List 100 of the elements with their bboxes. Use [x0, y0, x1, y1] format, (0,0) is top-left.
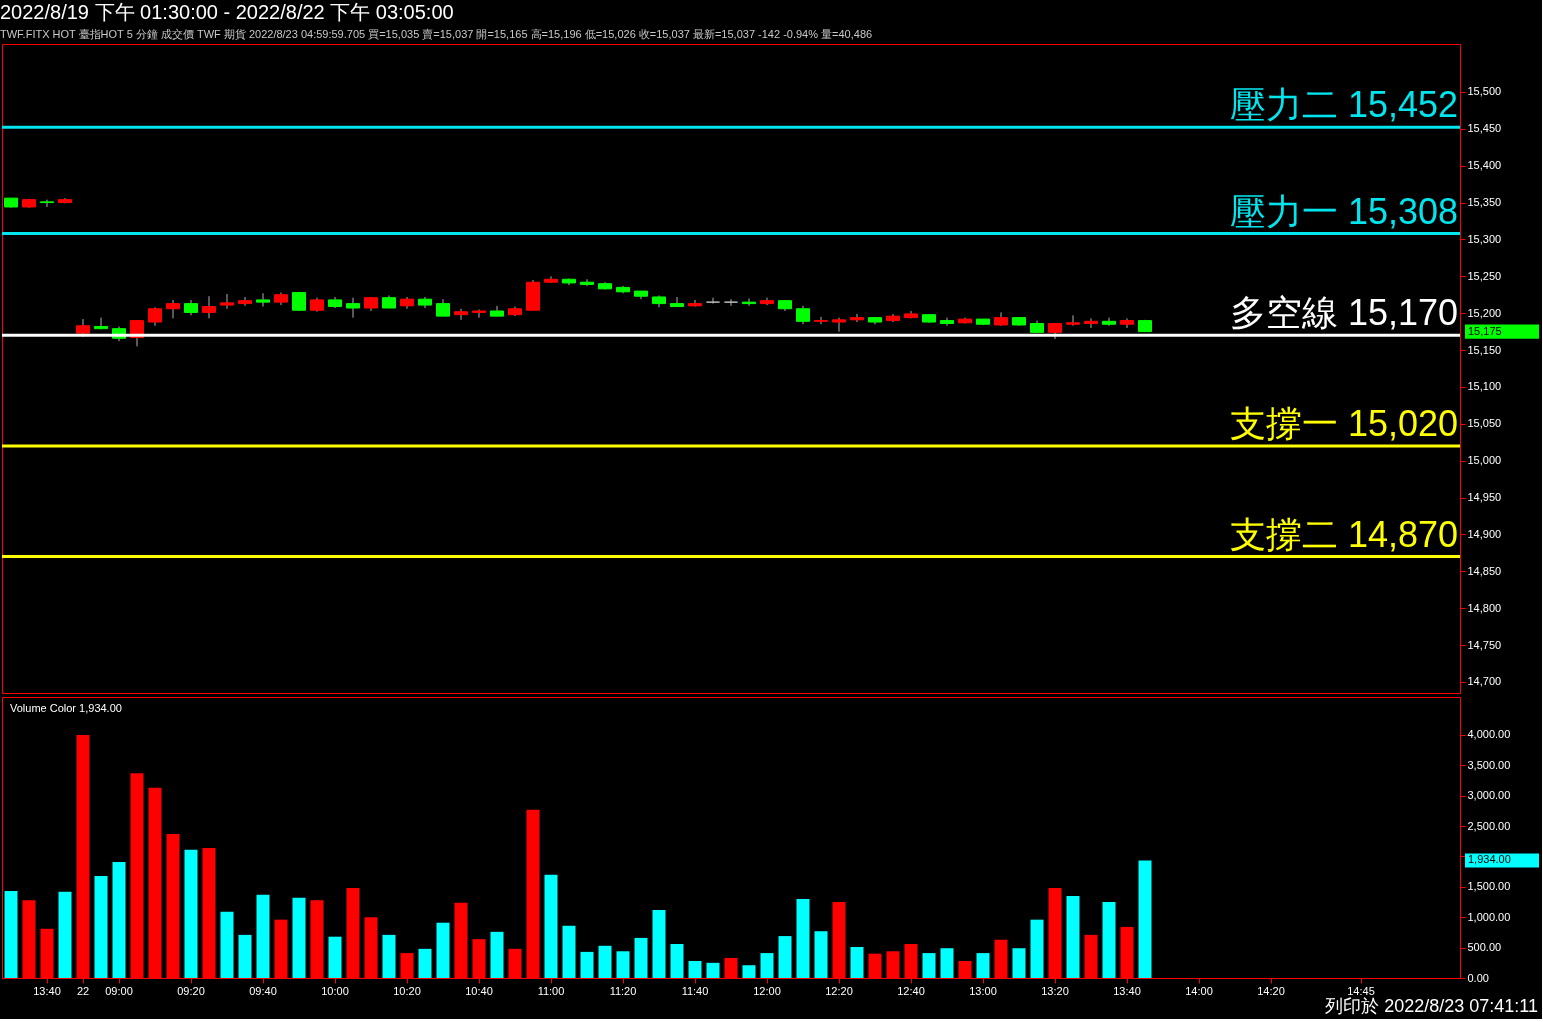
- bar: [598, 945, 612, 978]
- chart-title: 2022/8/19 下午 01:30:00 - 2022/8/22 下午 03:05:00: [0, 0, 454, 23]
- candlestick: [256, 292, 270, 308]
- text: 列印於 2022/8/23 07:41:11: [1325, 996, 1538, 1016]
- candlestick: [850, 313, 864, 323]
- chart-subtitle: TWF.FITX HOT 臺指HOT 5 分鐘 成交價 TWF 期貨 2022/8/23 04:59:59.705 買=15,035 賣=15,037 開=15,165 高=15,196 低=15,026 收=15,037 最新=15,037 -142 -0.94% 量=40,486: [0, 27, 873, 40]
- bar: [4, 891, 18, 978]
- bar: [418, 948, 432, 978]
- y-tick-label: 1,000.00: [1467, 910, 1511, 923]
- x-tick-label: 09:00: [105, 984, 133, 997]
- y-tick-label: 15,400: [1467, 159, 1502, 172]
- x-tick-label: 13:40: [33, 984, 61, 997]
- bar: [1012, 948, 1026, 978]
- candlestick: [832, 317, 846, 333]
- y-tick-label: 15,200: [1467, 306, 1502, 319]
- bar: [328, 936, 342, 978]
- x-tick-label: 12:20: [825, 984, 853, 997]
- bar: [220, 911, 234, 978]
- y-tick-label: 2,500.00: [1467, 819, 1511, 832]
- bar: [976, 953, 990, 978]
- y-tick-label: 1,500.00: [1467, 880, 1511, 893]
- ref-line-label: 多空線 15,170: [1229, 292, 1458, 334]
- bar: [940, 948, 954, 978]
- bar: [1066, 895, 1080, 978]
- bar: [382, 934, 396, 978]
- candlestick: [472, 309, 486, 319]
- candlestick: [796, 305, 810, 325]
- text: 15,175: [1468, 324, 1502, 337]
- bar: [706, 962, 720, 978]
- ref-line-label: 支撐一 15,020: [1229, 402, 1458, 444]
- y-tick-label: 14,800: [1467, 601, 1502, 614]
- candlestick: [1120, 317, 1134, 329]
- bar: [238, 934, 252, 978]
- bar: [922, 953, 936, 978]
- x-tick-label: 14:20: [1257, 984, 1285, 997]
- candlestick: [706, 297, 720, 305]
- y-tick-label: 14,700: [1467, 675, 1502, 688]
- candlestick: [238, 296, 252, 307]
- bar: [742, 965, 756, 978]
- candlestick: [688, 299, 702, 308]
- bar: [562, 925, 576, 978]
- y-tick-label: 3,000.00: [1467, 789, 1511, 802]
- y-tick-label: 15,350: [1467, 196, 1502, 209]
- bar: [670, 943, 684, 978]
- bar: [490, 931, 504, 978]
- bar: [94, 875, 108, 978]
- candlestick: [724, 298, 738, 307]
- bar: [850, 947, 864, 978]
- y-tick-label: 15,100: [1467, 380, 1502, 393]
- x-tick-label: 10:00: [321, 984, 349, 997]
- bar: [796, 899, 810, 978]
- candlestick: [454, 308, 468, 321]
- ref-line-label: 支撐二 14,870: [1229, 513, 1458, 555]
- x-tick-label: 14:00: [1185, 984, 1213, 997]
- y-tick-label: 500.00: [1467, 941, 1502, 954]
- x-tick-label: 13:00: [969, 984, 997, 997]
- x-tick-label: 12:00: [753, 984, 781, 997]
- bar: [814, 931, 828, 978]
- bar: [58, 891, 72, 978]
- x-tick-label: 10:40: [465, 984, 493, 997]
- candlestick: [148, 306, 162, 327]
- annotation: Volume Color 1,934.00: [10, 702, 122, 714]
- candlestick: [94, 317, 108, 330]
- x-tick-label: 13:20: [1041, 984, 1069, 997]
- y-tick-label: 14,950: [1467, 491, 1502, 504]
- y-tick-label: 15,050: [1467, 417, 1502, 430]
- bar: [256, 894, 270, 978]
- y-tick-label: 15,500: [1467, 85, 1502, 98]
- y-tick-label: 14,850: [1467, 564, 1502, 577]
- candlestick: [1102, 317, 1116, 327]
- ref-line-label: 壓力二 15,452: [1229, 84, 1458, 126]
- y-tick-label: 14,900: [1467, 527, 1502, 540]
- candlestick: [220, 293, 234, 310]
- bar: [112, 861, 126, 978]
- y-tick-label: 3,500.00: [1467, 758, 1511, 771]
- candlestick: [940, 317, 954, 327]
- x-tick-label: 11:00: [537, 984, 565, 997]
- bar: [580, 951, 594, 978]
- bar: [544, 874, 558, 978]
- candlestick: [346, 297, 360, 319]
- bar: [1138, 860, 1152, 978]
- y-tick-label: 15,300: [1467, 232, 1502, 245]
- candlestick: [202, 295, 216, 319]
- bar: [184, 849, 198, 978]
- text: 1,934.00: [1468, 853, 1511, 866]
- x-tick-label: 13:40: [1113, 984, 1141, 997]
- bar: [652, 909, 666, 978]
- x-tick-label: 11:40: [681, 984, 709, 997]
- x-tick-label: 09:40: [249, 984, 277, 997]
- x-tick-label: 10:20: [393, 984, 421, 997]
- bar: [688, 960, 702, 978]
- x-tick-label: 09:20: [177, 984, 205, 997]
- bar: [1030, 919, 1044, 978]
- y-tick-label: 15,450: [1467, 122, 1502, 135]
- candlestick: [40, 199, 54, 208]
- x-tick-label: 14:45: [1347, 984, 1375, 997]
- bar: [1102, 902, 1116, 978]
- y-tick-label: 15,000: [1467, 454, 1502, 467]
- bar: [616, 951, 630, 978]
- bar: [436, 922, 450, 978]
